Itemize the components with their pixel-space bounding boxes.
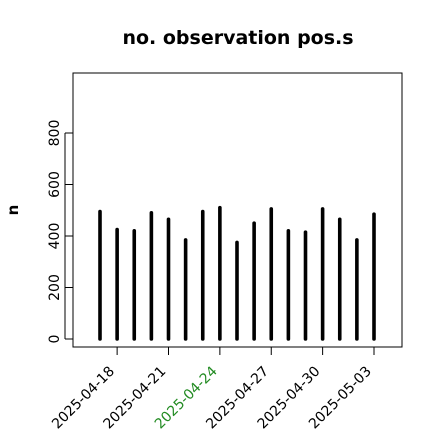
chart-title: no. observation pos.s (122, 27, 353, 49)
y-tick-label: 0 (47, 335, 63, 344)
bars (98, 205, 376, 341)
y-axis-label: n (4, 205, 22, 216)
y-tick-label: 600 (47, 171, 63, 198)
y-axis: 0 200 400 600 800 (47, 120, 73, 344)
y-tick-label: 400 (47, 223, 63, 250)
y-tick-label: 800 (47, 120, 63, 147)
x-axis: 2025-04-182025-04-212025-04-242025-04-27… (49, 346, 375, 432)
y-tick-label: 200 (47, 274, 63, 301)
